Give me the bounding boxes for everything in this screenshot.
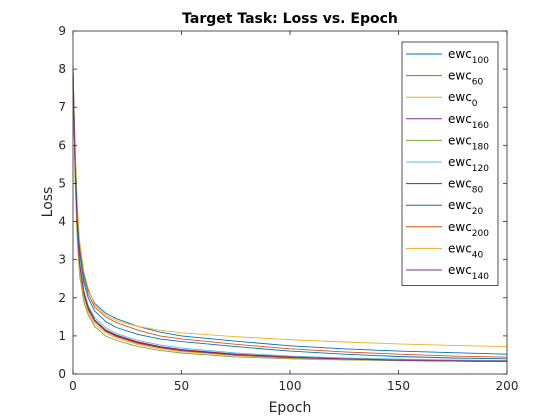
y-tick-label: 5 (58, 176, 66, 190)
chart-title: Target Task: Loss vs. Epoch (182, 11, 398, 27)
x-tick-label: 0 (69, 379, 77, 393)
legend-label: ewc160 (448, 112, 489, 131)
legend-label: ewc140 (448, 263, 489, 282)
legend-label: ewc20 (448, 198, 484, 217)
y-tick-label: 0 (58, 367, 66, 381)
legend-label: ewc200 (448, 220, 489, 239)
x-tick-label: 100 (279, 379, 302, 393)
legend-label: ewc80 (448, 177, 484, 196)
legend-label: ewc180 (448, 133, 489, 152)
x-axis-label: Epoch (269, 400, 312, 416)
legend-box (401, 41, 499, 287)
legend-label: ewc100 (448, 47, 489, 66)
x-tick-label: 50 (174, 379, 189, 393)
y-axis-label: Loss (40, 187, 56, 218)
y-tick-label: 3 (58, 253, 66, 267)
y-tick-label: 9 (58, 24, 66, 38)
y-tick-label: 1 (58, 329, 66, 343)
legend-label: ewc0 (448, 90, 478, 109)
legend: ewc100 ewc60 ewc0 ewc160 ewc180 ewc120 ewc80 ew… (401, 41, 499, 287)
series-line-ewc-140 (72, 72, 508, 362)
series-line-ewc-0 (72, 65, 508, 348)
axes-layer: 0 50 100 150 200 0 1 2 3 4 5 6 7 8 9 (58, 24, 518, 393)
y-tick-label: 6 (58, 138, 66, 152)
x-tick-label: 200 (496, 379, 519, 393)
y-tick-label: 2 (58, 291, 66, 305)
y-tick-label: 7 (58, 100, 66, 114)
series-line-ewc-20 (72, 69, 508, 360)
legend-label: ewc60 (448, 69, 484, 88)
x-tick-label: 150 (387, 379, 410, 393)
y-tick-label: 4 (58, 215, 66, 229)
series-layer (72, 65, 508, 362)
legend-label: ewc120 (448, 155, 489, 174)
legend-label: ewc40 (448, 241, 484, 260)
y-tick-label: 8 (58, 62, 66, 76)
